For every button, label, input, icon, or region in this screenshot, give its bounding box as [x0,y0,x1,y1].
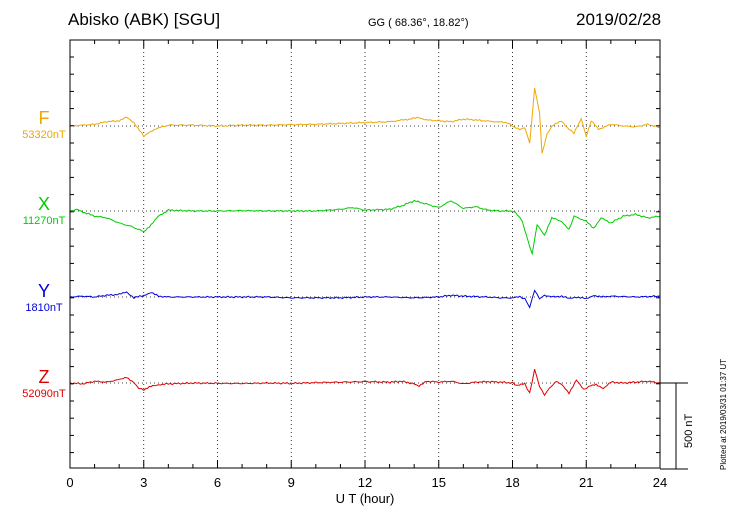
series-label-y: Y 1810nT [14,281,74,315]
x-tick-label: 3 [140,475,147,490]
chart-traces [69,87,661,397]
series-name-z: Z [38,367,50,387]
coordinates: GG ( 68.36°, 18.82°) [368,17,469,29]
chart-grid [70,40,660,468]
series-name-f: F [38,108,50,128]
x-tick-label: 0 [66,475,73,490]
series-baseline-z: 52090nT [22,388,66,400]
x-tick-label: 15 [432,475,446,490]
series-baseline-y: 1810nT [25,302,63,314]
trace-x [69,199,661,256]
series-label-x: X 11270nT [14,194,74,228]
x-tick-label: 21 [579,475,593,490]
series-name-y: Y [37,281,50,301]
series-name-x: X [37,194,50,214]
x-tick-label: 6 [214,475,221,490]
x-tick-label: 9 [288,475,295,490]
trace-y [69,289,660,309]
chart-axes: 0 3 6 9 12 15 18 21 24 [66,39,667,490]
trace-z [69,368,661,397]
x-axis-label: U T (hour) [336,491,395,506]
series-label-z: Z 52090nT [14,367,74,401]
date-label: 2019/02/28 [576,10,662,29]
plotted-timestamp: Plotted at 2019/03/31 01:37 UT [719,358,728,470]
series-baseline-x: 11270nT [22,215,66,227]
x-tick-label: 24 [653,475,667,490]
scale-bar [660,382,688,470]
series-label-f: F 53320nT [14,108,74,142]
station-title: Abisko (ABK) [SGU] [68,10,221,29]
trace-f [69,87,661,154]
scale-bar-label: 500 nT [683,413,695,448]
x-tick-label: 12 [358,475,372,490]
x-tick-label: 18 [505,475,519,490]
series-baseline-f: 53320nT [22,129,66,141]
